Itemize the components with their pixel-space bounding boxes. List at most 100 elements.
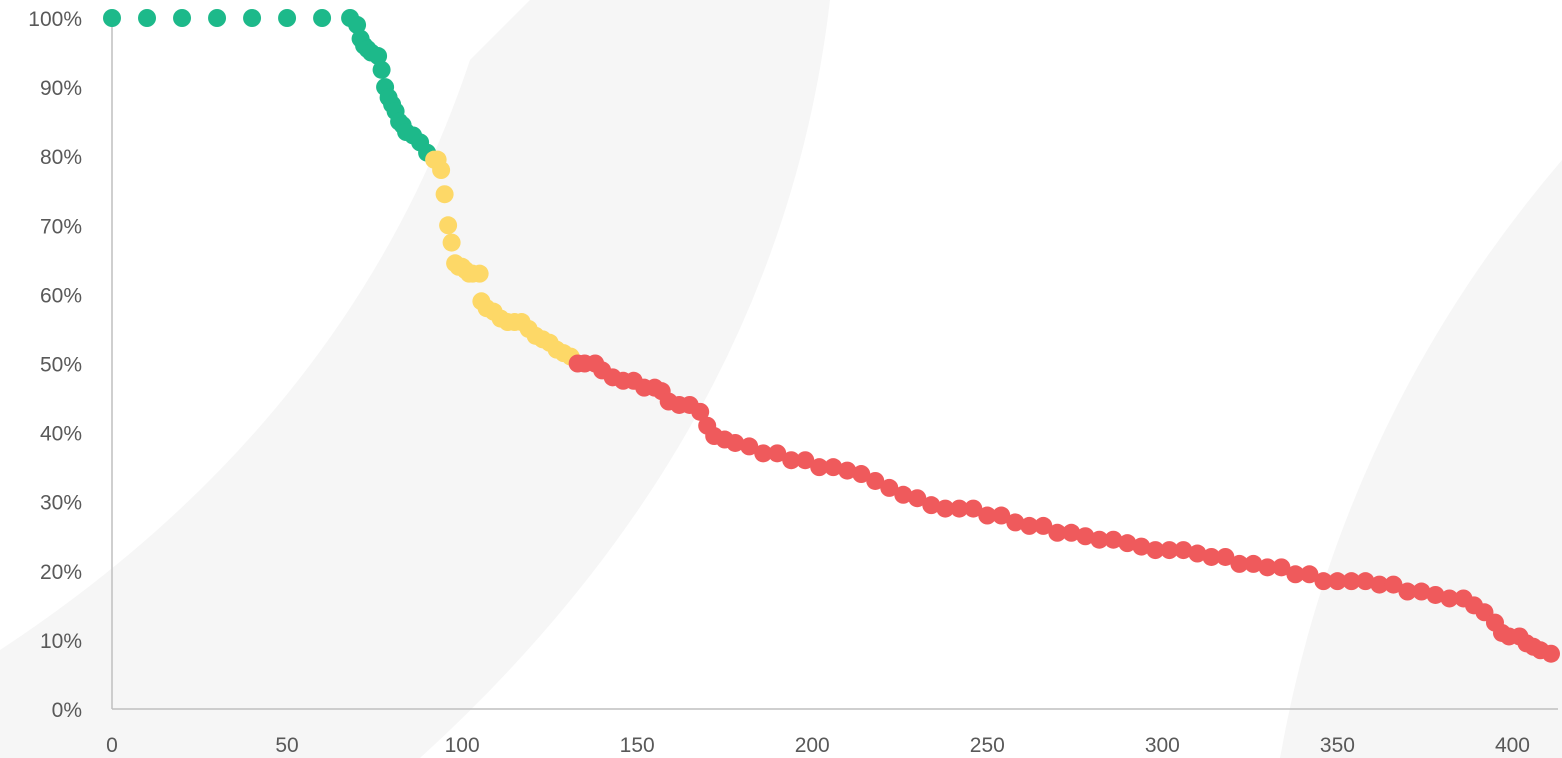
y-tick-label: 60% [40,284,82,307]
y-tick-label: 20% [40,561,82,584]
data-point [768,444,787,463]
y-tick-label: 100% [28,8,82,31]
data-point [894,485,913,504]
data-point [1062,523,1081,542]
background-arc-left [0,0,830,758]
data-point [1230,554,1249,573]
data-point [1300,565,1319,584]
data-point [1384,575,1403,594]
x-tick-label: 350 [1320,734,1355,757]
data-point [1174,541,1193,560]
data-point [313,9,332,27]
data-point [1314,572,1333,591]
x-tick-label: 250 [970,734,1005,757]
data-point [432,161,451,180]
data-point [1132,537,1151,556]
x-tick-label: 150 [620,734,655,757]
data-point [1342,572,1361,591]
data-point [1034,516,1053,535]
data-point [1006,513,1025,532]
x-tick-labels: 0 50 100 150 200 250 300 350 400 [106,734,1530,757]
y-tick-label: 50% [40,354,82,377]
data-point [1202,547,1221,566]
data-point [936,499,955,518]
data-point [1020,516,1039,535]
data-point [838,461,857,480]
data-point [1412,582,1431,601]
data-point [470,264,489,283]
data-point [1146,541,1165,560]
data-point [1216,547,1235,566]
data-point [278,9,297,27]
data-point [369,47,388,66]
data-point [782,451,801,470]
background-arc-right [1280,160,1562,758]
data-point [442,233,461,252]
y-tick-label: 0% [52,699,82,722]
x-tick-label: 300 [1145,734,1180,757]
data-point [372,60,391,79]
y-tick-label: 80% [40,146,82,169]
data-point [978,506,997,525]
y-tick-labels: 0% 10% 20% 30% 40% 50% 60% 70% 80% 90% 100% [28,8,82,722]
y-tick-label: 30% [40,492,82,515]
data-point [138,9,157,27]
data-point [950,499,969,518]
data-point [880,478,899,497]
data-point [754,444,773,463]
data-point [1090,530,1109,549]
data-point [922,496,941,515]
data-point [964,499,983,518]
data-point [103,9,121,27]
y-tick-label: 90% [40,77,82,100]
data-point [1398,582,1417,601]
data-point [740,437,759,456]
data-point [348,15,367,34]
data-point [1048,523,1067,542]
data-point [796,451,815,470]
series-3 [568,354,1560,663]
data-point [1286,565,1305,584]
data-point [992,506,1011,525]
y-tick-label: 70% [40,215,82,238]
data-point [439,216,458,235]
x-tick-label: 400 [1495,734,1530,757]
x-tick-label: 100 [445,734,480,757]
data-point [810,458,829,477]
data-point [1356,572,1375,591]
series-1 [103,9,437,162]
data-point [1118,534,1137,553]
data-point [1258,558,1277,577]
data-point [1244,554,1263,573]
data-point [1160,541,1179,560]
data-point [1370,575,1389,594]
data-point [1188,544,1207,563]
x-tick-label: 50 [275,734,298,757]
data-point [243,9,262,27]
data-point [1328,572,1347,591]
data-point [1440,589,1459,608]
y-tick-label: 40% [40,423,82,446]
y-tick-label: 10% [40,630,82,653]
data-point [1104,530,1123,549]
data-point [173,9,192,27]
data-point [866,471,885,490]
data-point [1541,644,1560,663]
data-point [1426,585,1445,604]
axes [111,18,1558,710]
data-point [852,465,871,484]
data-point [1076,527,1095,546]
x-tick-label: 200 [795,734,830,757]
data-point [691,402,710,421]
data-point [824,458,843,477]
data-point [908,489,927,508]
data-point [726,433,745,452]
data-point [208,9,227,27]
data-point [435,185,454,204]
data-point [1272,558,1291,577]
series-2 [425,150,580,366]
data-points [103,9,1560,663]
